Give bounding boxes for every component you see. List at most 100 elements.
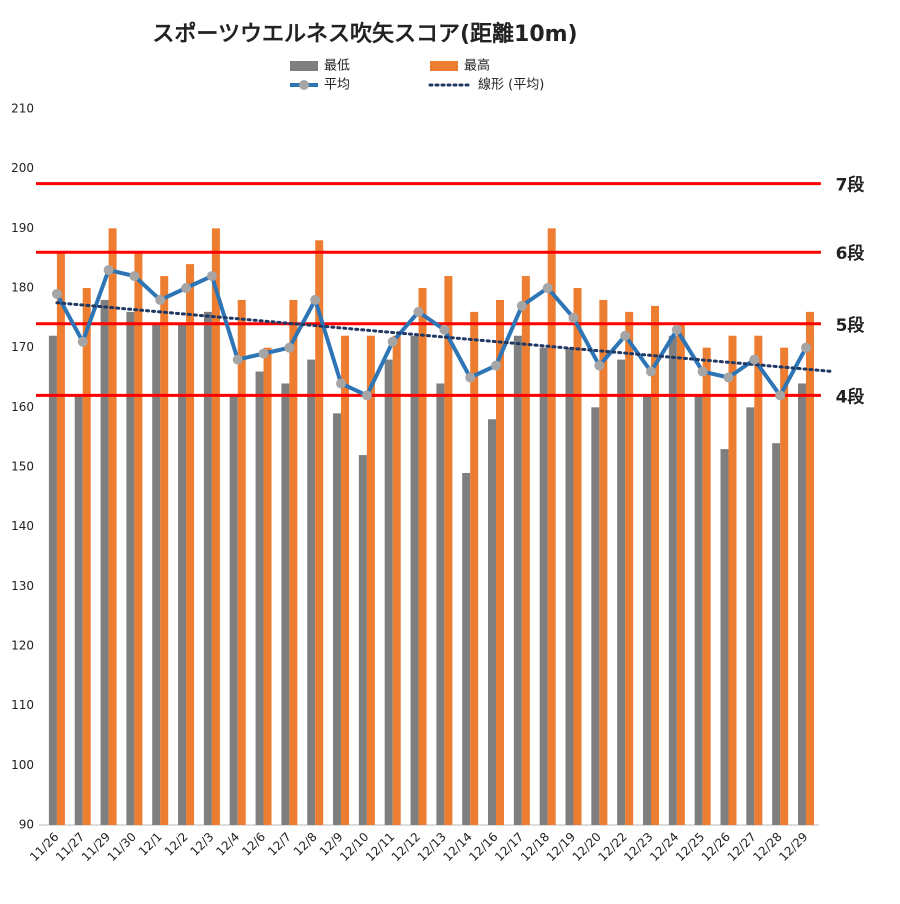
bar	[108, 228, 117, 826]
average-marker	[646, 366, 657, 377]
average-marker	[800, 342, 811, 353]
average-marker	[413, 306, 424, 317]
bar	[702, 347, 711, 825]
bar	[470, 311, 479, 825]
average-marker	[542, 283, 553, 293]
y-tick-label: 170	[11, 340, 34, 354]
bar	[513, 335, 522, 825]
bar	[797, 383, 806, 825]
bar	[651, 305, 660, 825]
x-tick-label: 12/29	[776, 830, 810, 864]
bar	[263, 347, 272, 825]
reference-label: 4段	[836, 386, 865, 407]
average-marker	[723, 372, 734, 383]
reference-label: 7段	[836, 175, 865, 196]
bar	[728, 335, 737, 825]
bar	[625, 311, 634, 825]
bar	[333, 413, 342, 825]
chart-title: スポーツウエルネス吹矢スコア(距離10m)	[152, 21, 577, 47]
bar	[547, 228, 556, 826]
bar	[281, 383, 290, 825]
average-marker	[181, 283, 192, 293]
bar	[444, 276, 453, 826]
bar	[56, 252, 65, 825]
bar	[203, 311, 212, 825]
bar	[539, 347, 548, 825]
bar	[565, 347, 574, 825]
bar	[668, 335, 677, 825]
reference-label: 5段	[836, 315, 865, 336]
bar	[805, 311, 814, 825]
bar	[418, 288, 427, 825]
bar	[488, 419, 497, 825]
x-tick-label: 11/30	[105, 830, 139, 864]
legend-label: 線形 (平均)	[478, 77, 544, 93]
y-tick-label: 140	[11, 519, 34, 533]
y-tick-label: 110	[11, 698, 34, 712]
legend-label: 平均	[324, 78, 350, 93]
bar	[186, 264, 195, 826]
bar	[462, 472, 471, 825]
average-marker	[77, 336, 88, 347]
y-tick-label: 160	[11, 400, 34, 414]
average-marker	[387, 336, 398, 347]
legend-swatch	[290, 61, 318, 71]
bar	[392, 335, 401, 825]
average-marker	[232, 354, 243, 365]
average-marker	[594, 360, 605, 371]
bar	[74, 395, 83, 825]
bar	[436, 383, 445, 825]
average-marker	[749, 354, 760, 365]
average-marker	[620, 330, 631, 341]
bar	[160, 276, 169, 826]
y-tick-label: 130	[11, 579, 34, 593]
average-marker	[284, 342, 295, 353]
legend-swatch	[299, 80, 309, 90]
bar	[643, 395, 652, 825]
reference-label: 6段	[836, 243, 865, 264]
average-marker	[671, 324, 682, 335]
average-marker	[568, 312, 579, 323]
bar	[366, 335, 375, 825]
x-tick-label: 12/4	[213, 830, 242, 859]
bar	[754, 335, 763, 825]
bar	[599, 299, 608, 825]
bar	[521, 276, 530, 826]
bar	[676, 323, 685, 825]
bar	[591, 407, 600, 825]
bar	[746, 407, 755, 825]
bar	[573, 288, 582, 825]
y-tick-label: 190	[11, 221, 34, 235]
y-tick-label: 90	[19, 818, 34, 832]
x-tick-label: 12/8	[291, 830, 320, 859]
average-marker	[155, 294, 166, 305]
average-marker	[336, 378, 347, 389]
average-marker	[129, 271, 140, 282]
bar	[617, 359, 626, 825]
bar	[694, 395, 703, 825]
bar	[410, 335, 419, 825]
bar	[126, 311, 135, 825]
average-marker	[51, 288, 62, 299]
legend-label: 最高	[464, 58, 490, 74]
average-marker	[206, 271, 217, 282]
average-line	[55, 268, 808, 398]
bar	[255, 371, 264, 825]
bar	[772, 443, 781, 825]
x-tick-label: 12/3	[188, 830, 217, 859]
y-tick-label: 180	[11, 281, 34, 295]
x-tick-label: 12/1	[136, 830, 165, 859]
average-marker	[439, 324, 450, 335]
bar	[341, 335, 350, 825]
bar	[134, 252, 143, 825]
bar	[152, 323, 161, 825]
average-marker	[258, 348, 269, 359]
average-marker	[775, 390, 786, 401]
x-tick-label: 12/2	[162, 830, 191, 859]
trend-line	[55, 301, 834, 373]
average-marker	[697, 366, 708, 377]
bar	[780, 347, 789, 825]
y-tick-label: 120	[11, 639, 34, 653]
bar	[358, 455, 367, 825]
bar	[315, 240, 324, 825]
